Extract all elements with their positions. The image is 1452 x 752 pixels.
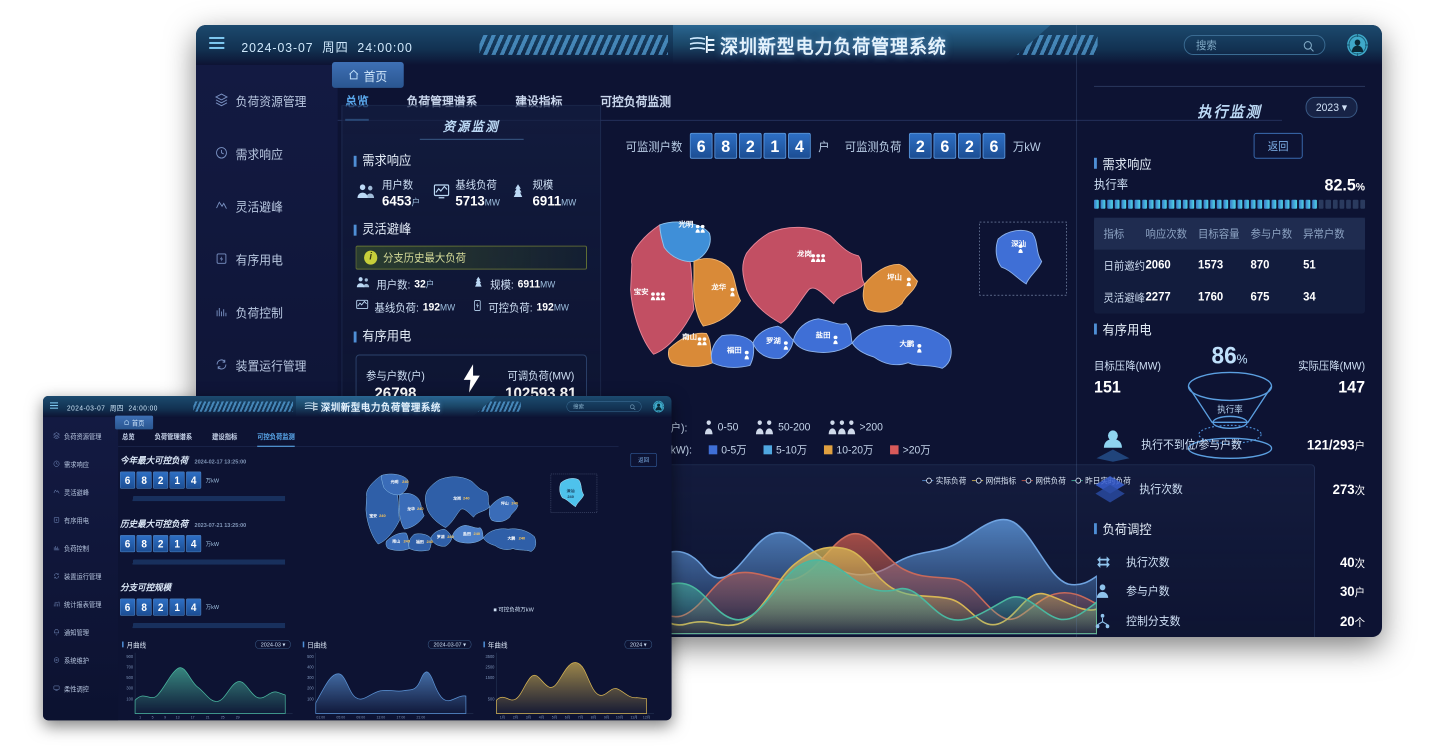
- svg-text:光明: 光明: [677, 220, 693, 229]
- svg-text:240: 240: [447, 535, 454, 539]
- svg-text:5月: 5月: [552, 714, 557, 719]
- svg-text:宝安: 宝安: [369, 513, 377, 518]
- svg-text:坪山: 坪山: [501, 501, 509, 506]
- svg-text:240: 240: [403, 540, 410, 544]
- svg-text:9: 9: [164, 715, 166, 719]
- svg-text:宝安: 宝安: [634, 287, 649, 296]
- svg-text:大鹏: 大鹏: [507, 536, 515, 541]
- svg-text:2月: 2月: [513, 714, 518, 719]
- svg-text:240: 240: [402, 480, 409, 484]
- svg-text:400: 400: [307, 664, 314, 669]
- svg-text:100: 100: [307, 696, 314, 701]
- svg-text:龙华: 龙华: [710, 283, 726, 292]
- svg-text:21:00: 21:00: [416, 715, 425, 719]
- svg-text:17: 17: [191, 715, 195, 719]
- svg-text:10月: 10月: [616, 714, 623, 719]
- svg-text:13:00: 13:00: [376, 715, 385, 719]
- svg-text:240: 240: [519, 537, 526, 541]
- svg-text:100: 100: [126, 696, 133, 701]
- svg-text:1月: 1月: [500, 714, 505, 719]
- svg-text:21: 21: [206, 715, 210, 719]
- svg-text:01:00: 01:00: [316, 715, 325, 719]
- svg-text:500: 500: [488, 696, 495, 701]
- svg-text:大鹏: 大鹏: [899, 339, 914, 348]
- svg-text:罗湖: 罗湖: [766, 336, 781, 345]
- svg-text:200: 200: [307, 686, 314, 691]
- svg-text:6月: 6月: [565, 714, 570, 719]
- svg-text:29: 29: [236, 715, 240, 719]
- svg-text:南山: 南山: [682, 332, 697, 341]
- svg-text:700: 700: [126, 664, 133, 669]
- svg-text:8月: 8月: [591, 714, 596, 719]
- svg-text:3月: 3月: [526, 714, 531, 719]
- svg-text:09:00: 09:00: [356, 715, 365, 719]
- svg-text:龙岗: 龙岗: [452, 496, 461, 501]
- svg-text:11月: 11月: [631, 714, 638, 719]
- svg-text:光明: 光明: [390, 479, 399, 484]
- svg-text:龙华: 龙华: [406, 506, 415, 511]
- svg-text:盐田: 盐田: [463, 531, 471, 536]
- svg-text:300: 300: [307, 675, 314, 680]
- svg-text:13: 13: [176, 715, 180, 719]
- svg-text:240: 240: [511, 502, 518, 506]
- svg-text:福田: 福田: [415, 539, 424, 544]
- svg-text:3500: 3500: [486, 654, 496, 659]
- svg-text:240: 240: [379, 514, 386, 518]
- svg-text:罗湖: 罗湖: [437, 534, 445, 539]
- svg-text:南山: 南山: [392, 539, 400, 544]
- svg-text:240: 240: [567, 495, 574, 499]
- svg-text:7月: 7月: [578, 714, 583, 719]
- svg-text:240: 240: [463, 496, 470, 500]
- svg-text:5: 5: [152, 715, 154, 719]
- svg-text:240: 240: [474, 532, 481, 536]
- svg-text:执行率: 执行率: [1217, 403, 1243, 414]
- svg-text:240: 240: [417, 507, 424, 511]
- svg-text:1: 1: [139, 715, 141, 719]
- svg-text:17:00: 17:00: [396, 715, 405, 719]
- svg-text:9月: 9月: [604, 714, 609, 719]
- svg-text:坪山: 坪山: [887, 273, 902, 282]
- svg-text:2500: 2500: [486, 664, 496, 669]
- svg-text:900: 900: [126, 654, 133, 659]
- svg-text:05:00: 05:00: [336, 715, 345, 719]
- svg-text:深汕: 深汕: [567, 488, 575, 493]
- svg-text:1500: 1500: [486, 675, 496, 680]
- svg-text:25: 25: [221, 715, 225, 719]
- svg-text:福田: 福田: [726, 346, 742, 355]
- svg-text:240: 240: [426, 540, 433, 544]
- svg-text:盐田: 盐田: [816, 331, 831, 340]
- svg-text:500: 500: [126, 675, 133, 680]
- svg-text:300: 300: [126, 686, 133, 691]
- svg-text:12月: 12月: [643, 714, 650, 719]
- svg-text:4月: 4月: [539, 714, 544, 719]
- svg-text:500: 500: [307, 654, 314, 659]
- svg-text:龙岗: 龙岗: [796, 249, 812, 258]
